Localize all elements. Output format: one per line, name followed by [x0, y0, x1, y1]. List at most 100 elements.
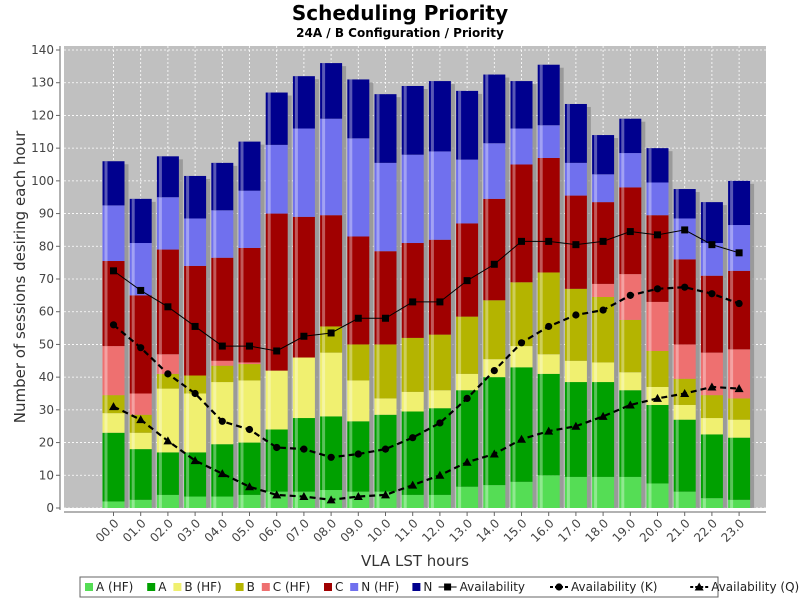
bar-segment-c — [102, 261, 125, 347]
bar-segment-n-hf — [156, 197, 179, 250]
bar-segment-c-hf — [700, 352, 723, 396]
legend-label: Availability — [460, 580, 525, 594]
x-tick-label: 01.0 — [120, 516, 149, 545]
bar-highlight — [512, 346, 516, 368]
bar-segment-c — [483, 198, 506, 301]
bar-highlight — [648, 148, 652, 183]
bar-highlight — [213, 365, 217, 383]
bar-segment-c — [184, 265, 207, 376]
bar-segment-b — [347, 344, 370, 381]
bar-highlight — [430, 334, 434, 391]
bar-segment-a-hf — [211, 496, 234, 508]
bar-segment-n — [238, 141, 261, 191]
bar-highlight — [675, 378, 679, 405]
bar-highlight — [158, 494, 162, 508]
bar-segment-n-hf — [401, 154, 424, 244]
point-availability-k — [273, 443, 281, 452]
bar-highlight — [240, 141, 244, 191]
bar-segment-n — [320, 63, 343, 119]
point-availability-q — [326, 495, 336, 504]
x-tick-label: 07.0 — [283, 516, 312, 545]
point-availability-k — [218, 417, 226, 425]
bar-segment-c — [292, 216, 315, 358]
point-availability-q — [435, 470, 445, 479]
point-availability — [164, 303, 172, 311]
bar-segment-n-hf — [347, 138, 370, 237]
bar-segment-a — [728, 437, 751, 500]
point-availability-q — [544, 426, 554, 435]
bar-segment-n — [673, 189, 696, 219]
point-availability — [273, 347, 281, 355]
x-tick-label: 17.0 — [555, 516, 584, 545]
bar-highlight — [594, 202, 598, 284]
bar-highlight — [213, 496, 217, 508]
legend-label: N (HF) — [361, 580, 399, 594]
bar-segment-c — [347, 236, 370, 345]
bar-highlight — [730, 499, 734, 508]
bar-segment-a — [401, 411, 424, 495]
point-availability — [327, 329, 335, 337]
bar-segment-a-hf — [156, 494, 179, 508]
bar-highlight — [403, 85, 407, 155]
point-availability — [354, 314, 362, 322]
bar-highlight — [213, 257, 217, 361]
bar-highlight — [566, 162, 570, 196]
bar-highlight — [349, 491, 353, 508]
bar-highlight — [131, 295, 135, 394]
bar-highlight — [621, 153, 625, 188]
bar-highlight — [131, 198, 135, 244]
legend-marker — [555, 583, 563, 591]
bar-segment-a — [129, 449, 152, 500]
point-availability-k — [517, 339, 526, 347]
bar-highlight — [702, 243, 706, 276]
bar-segment-n-hf — [428, 151, 451, 240]
x-tick-label: 12.0 — [419, 516, 448, 545]
bar-segment-b-hf — [592, 362, 615, 383]
bar-segment-n — [156, 156, 179, 198]
bar-highlight — [349, 421, 353, 492]
point-availability-q — [109, 402, 118, 411]
bar-highlight — [566, 476, 570, 508]
point-availability — [490, 260, 498, 268]
bar-segment-b — [728, 398, 751, 420]
bar-highlight — [158, 452, 162, 495]
bar-segment-c — [646, 215, 669, 302]
bar-segment-b — [510, 282, 533, 347]
bar-highlight — [322, 352, 326, 417]
bar-highlight — [403, 411, 407, 495]
legend-swatch — [350, 583, 359, 591]
point-availability-q — [408, 480, 418, 489]
bar-highlight — [594, 382, 598, 477]
bar-highlight — [485, 359, 489, 378]
bar-highlight — [104, 395, 108, 414]
bar-segment-b — [401, 337, 424, 392]
bar-segment-n-hf — [592, 174, 615, 203]
bar-highlight — [539, 125, 543, 158]
x-tick-label: 13.0 — [446, 516, 475, 545]
bar-highlight — [730, 437, 734, 500]
bar-highlight — [539, 157, 543, 273]
y-tick-label: 30 — [39, 403, 54, 417]
bar-segment-n-hf — [510, 128, 533, 165]
bar-highlight — [131, 432, 135, 450]
bar-segment-c — [211, 257, 234, 361]
bar-segment-b-hf — [374, 398, 397, 415]
point-availability-k — [653, 285, 662, 293]
bar-highlight — [240, 442, 244, 495]
bar-segment-c-hf — [211, 360, 234, 366]
bar-highlight — [131, 449, 135, 500]
bar-segment-b-hf — [347, 380, 370, 422]
bar-highlight — [512, 367, 516, 482]
bar-segment-b — [156, 373, 179, 389]
bar-segment-c-hf — [129, 393, 152, 415]
bar-segment-a — [483, 377, 506, 486]
bar-segment-b-hf — [456, 373, 479, 391]
legend-swatch — [261, 583, 270, 591]
point-availability-k — [681, 283, 689, 291]
bar-highlight — [430, 408, 434, 495]
point-availability — [382, 314, 389, 322]
point-availability — [110, 267, 117, 275]
bar-highlight — [403, 154, 407, 244]
y-tick-label: 140 — [31, 43, 54, 57]
point-availability — [300, 332, 308, 340]
